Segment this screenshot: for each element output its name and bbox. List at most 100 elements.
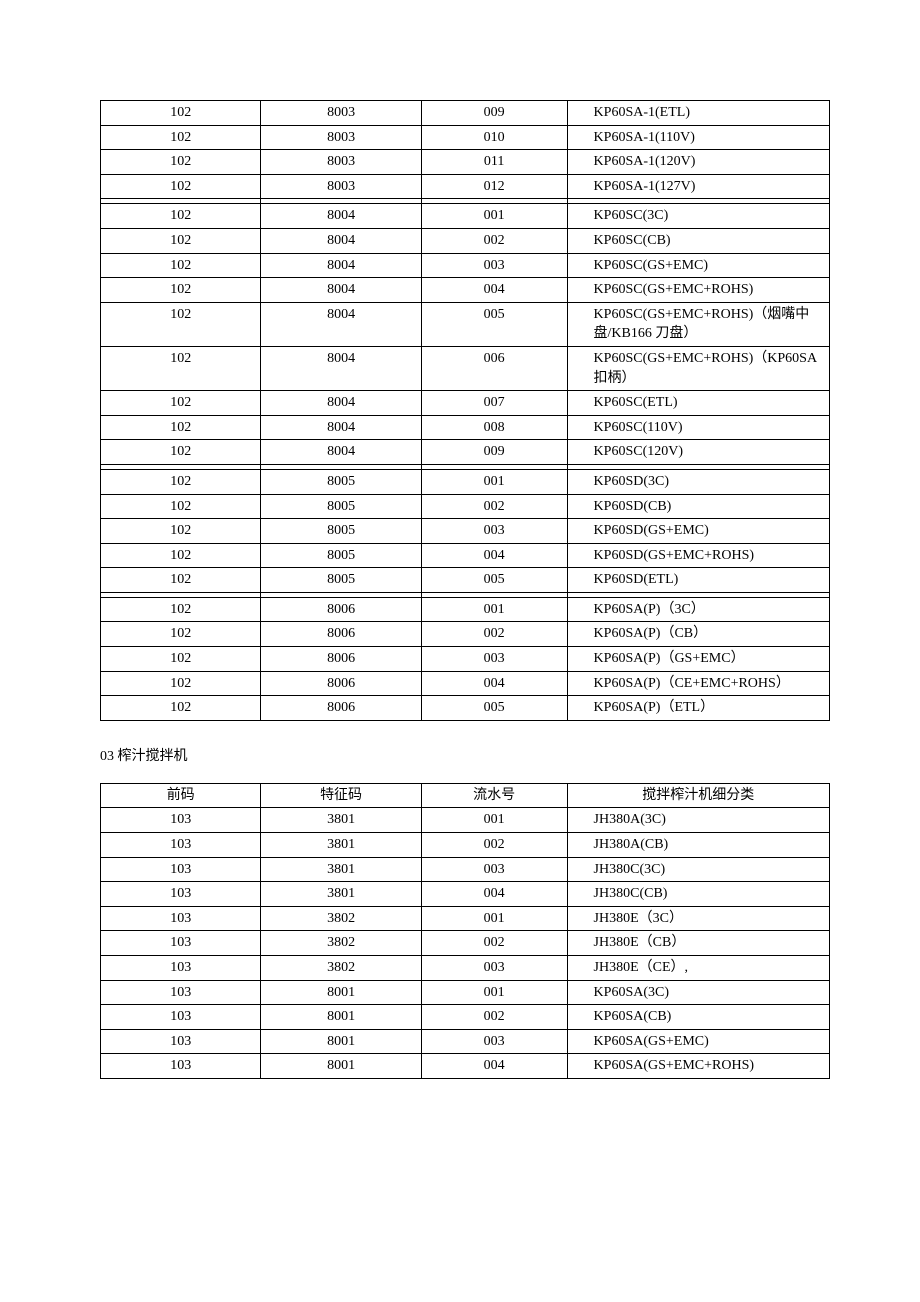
table-cell: KP60SC(GS+EMC+ROHS)（烟嘴中盘/KB166 刀盘） xyxy=(567,302,829,346)
table-row: 1028006002KP60SA(P)（CB） xyxy=(101,622,830,647)
product-codes-table-2: 前码特征码流水号搅拌榨汁机细分类1033801001JH380A(3C)1033… xyxy=(100,783,830,1079)
table-row: 1028004004KP60SC(GS+EMC+ROHS) xyxy=(101,278,830,303)
table-cell: KP60SA(P)（3C） xyxy=(567,597,829,622)
table-cell: 004 xyxy=(421,671,567,696)
table-cell: 8004 xyxy=(261,302,421,346)
table-cell: 102 xyxy=(101,597,261,622)
table-cell: 8003 xyxy=(261,174,421,199)
table-cell: 002 xyxy=(421,622,567,647)
table-cell: 3801 xyxy=(261,857,421,882)
section-heading: 03 榨汁搅拌机 xyxy=(100,745,830,765)
table-cell: 3801 xyxy=(261,882,421,907)
table-row: 1028005004KP60SD(GS+EMC+ROHS) xyxy=(101,543,830,568)
table-cell: 3801 xyxy=(261,833,421,858)
table-row: 1028006001KP60SA(P)（3C） xyxy=(101,597,830,622)
table-cell: KP60SA-1(110V) xyxy=(567,125,829,150)
table-cell: 008 xyxy=(421,415,567,440)
table-cell: 8006 xyxy=(261,671,421,696)
table-cell: 103 xyxy=(101,857,261,882)
table-cell: 103 xyxy=(101,1054,261,1079)
table-cell: JH380A(3C) xyxy=(567,808,829,833)
table-cell: 8004 xyxy=(261,228,421,253)
table-cell: 8005 xyxy=(261,568,421,593)
table-row: 1028003012KP60SA-1(127V) xyxy=(101,174,830,199)
table-cell: 103 xyxy=(101,808,261,833)
table-row: 1028004005 KP60SC(GS+EMC+ROHS)（烟嘴中盘/KB16… xyxy=(101,302,830,346)
table-cell: 005 xyxy=(421,568,567,593)
table-header-cell: 特征码 xyxy=(261,783,421,808)
table-cell: 103 xyxy=(101,833,261,858)
table-cell: 8004 xyxy=(261,204,421,229)
table-cell: JH380C(3C) xyxy=(567,857,829,882)
table-cell: 006 xyxy=(421,346,567,390)
table-cell: 007 xyxy=(421,391,567,416)
table-row: 1028004003KP60SC(GS+EMC) xyxy=(101,253,830,278)
table-cell: 004 xyxy=(421,278,567,303)
table-cell: 103 xyxy=(101,980,261,1005)
table-row: 1028005002KP60SD(CB) xyxy=(101,494,830,519)
table-cell: 004 xyxy=(421,543,567,568)
table-cell: 103 xyxy=(101,1029,261,1054)
table-row: 1038001002KP60SA(CB) xyxy=(101,1005,830,1030)
table-cell: 102 xyxy=(101,346,261,390)
table-cell: 001 xyxy=(421,597,567,622)
table-cell: 102 xyxy=(101,204,261,229)
table-cell: KP60SA(P)（GS+EMC） xyxy=(567,647,829,672)
table-cell: 8006 xyxy=(261,597,421,622)
table-cell: 103 xyxy=(101,906,261,931)
table-cell: KP60SD(GS+EMC+ROHS) xyxy=(567,543,829,568)
table-cell: 8004 xyxy=(261,346,421,390)
table-cell: 8006 xyxy=(261,696,421,721)
table-cell: 3802 xyxy=(261,906,421,931)
table-cell: 8001 xyxy=(261,1005,421,1030)
table-cell: 102 xyxy=(101,174,261,199)
table-header-cell: 流水号 xyxy=(421,783,567,808)
table-row: 1028004001KP60SC(3C) xyxy=(101,204,830,229)
table-cell: 8004 xyxy=(261,253,421,278)
table-cell: 001 xyxy=(421,980,567,1005)
table-cell: 8004 xyxy=(261,391,421,416)
table-cell: KP60SD(ETL) xyxy=(567,568,829,593)
table-cell: 001 xyxy=(421,469,567,494)
table-cell: KP60SC(3C) xyxy=(567,204,829,229)
table-cell: JH380A(CB) xyxy=(567,833,829,858)
table-cell: 102 xyxy=(101,671,261,696)
table-header-cell: 前码 xyxy=(101,783,261,808)
table-cell: 003 xyxy=(421,253,567,278)
table-row: 1033802002JH380E（CB） xyxy=(101,931,830,956)
table-cell: 005 xyxy=(421,696,567,721)
table-cell: 001 xyxy=(421,906,567,931)
table-cell: 012 xyxy=(421,174,567,199)
table-cell: 102 xyxy=(101,469,261,494)
table-cell: KP60SA(P)（ETL） xyxy=(567,696,829,721)
table-row: 1028003011KP60SA-1(120V) xyxy=(101,150,830,175)
table-cell: KP60SC(GS+EMC) xyxy=(567,253,829,278)
table-cell: JH380E（CB） xyxy=(567,931,829,956)
table-cell: KP60SA-1(127V) xyxy=(567,174,829,199)
table-row: 1028006003KP60SA(P)（GS+EMC） xyxy=(101,647,830,672)
table-row: 1028004009KP60SC(120V) xyxy=(101,440,830,465)
table-cell: KP60SA(3C) xyxy=(567,980,829,1005)
table-header-row: 前码特征码流水号搅拌榨汁机细分类 xyxy=(101,783,830,808)
table-cell: 8004 xyxy=(261,278,421,303)
table-cell: 102 xyxy=(101,494,261,519)
table-cell: 102 xyxy=(101,253,261,278)
table-cell: KP60SA-1(ETL) xyxy=(567,101,829,126)
table-cell: 003 xyxy=(421,956,567,981)
table-cell: 103 xyxy=(101,882,261,907)
table-cell: 102 xyxy=(101,391,261,416)
table-cell: 103 xyxy=(101,1005,261,1030)
table-cell: 8003 xyxy=(261,101,421,126)
table-cell: KP60SA(GS+EMC+ROHS) xyxy=(567,1054,829,1079)
table-cell: 001 xyxy=(421,808,567,833)
page: 1028003009KP60SA-1(ETL)1028003010KP60SA-… xyxy=(0,0,920,1302)
table-cell: 102 xyxy=(101,302,261,346)
table-cell: JH380E（CE）, xyxy=(567,956,829,981)
table-cell: 8001 xyxy=(261,980,421,1005)
table-cell: 005 xyxy=(421,302,567,346)
table-cell: KP60SA-1(120V) xyxy=(567,150,829,175)
table-cell: 8006 xyxy=(261,647,421,672)
table-cell: 009 xyxy=(421,440,567,465)
table-cell: 102 xyxy=(101,125,261,150)
table-row: 1028003010KP60SA-1(110V) xyxy=(101,125,830,150)
